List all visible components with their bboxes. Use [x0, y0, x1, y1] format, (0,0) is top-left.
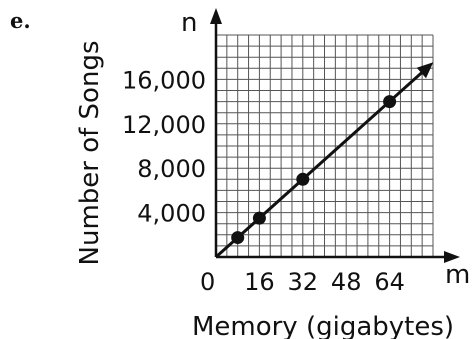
axes	[210, 8, 460, 263]
y-axis-arrow	[210, 8, 222, 24]
x-axis-arrow	[444, 251, 460, 263]
x-axis-title: Memory (gigabytes)	[192, 312, 454, 339]
data-point	[383, 95, 397, 109]
data-point	[252, 211, 266, 225]
tick-labels: 16 32 48 64 4,000 8,000 12,000 16,000	[122, 66, 405, 296]
x-tick-label: 16	[244, 268, 275, 296]
x-tick-label: 48	[331, 268, 362, 296]
x-tick-label: 32	[288, 268, 319, 296]
x-tick-label: 64	[374, 268, 405, 296]
origin-label: 0	[200, 268, 215, 296]
y-variable-label: n	[181, 8, 197, 38]
y-axis-title: Number of Songs	[75, 41, 105, 266]
y-tick-label: 12,000	[122, 111, 206, 139]
grid	[216, 34, 434, 257]
data-point	[296, 172, 310, 186]
x-variable-label: m	[445, 260, 470, 290]
y-tick-label: 16,000	[122, 66, 206, 94]
y-tick-label: 8,000	[137, 155, 206, 183]
data-point	[231, 231, 245, 245]
series-line	[214, 63, 432, 259]
data-series	[214, 62, 434, 259]
y-tick-label: 4,000	[137, 200, 206, 228]
series-arrow	[416, 62, 434, 79]
part-label: e.	[10, 8, 31, 33]
